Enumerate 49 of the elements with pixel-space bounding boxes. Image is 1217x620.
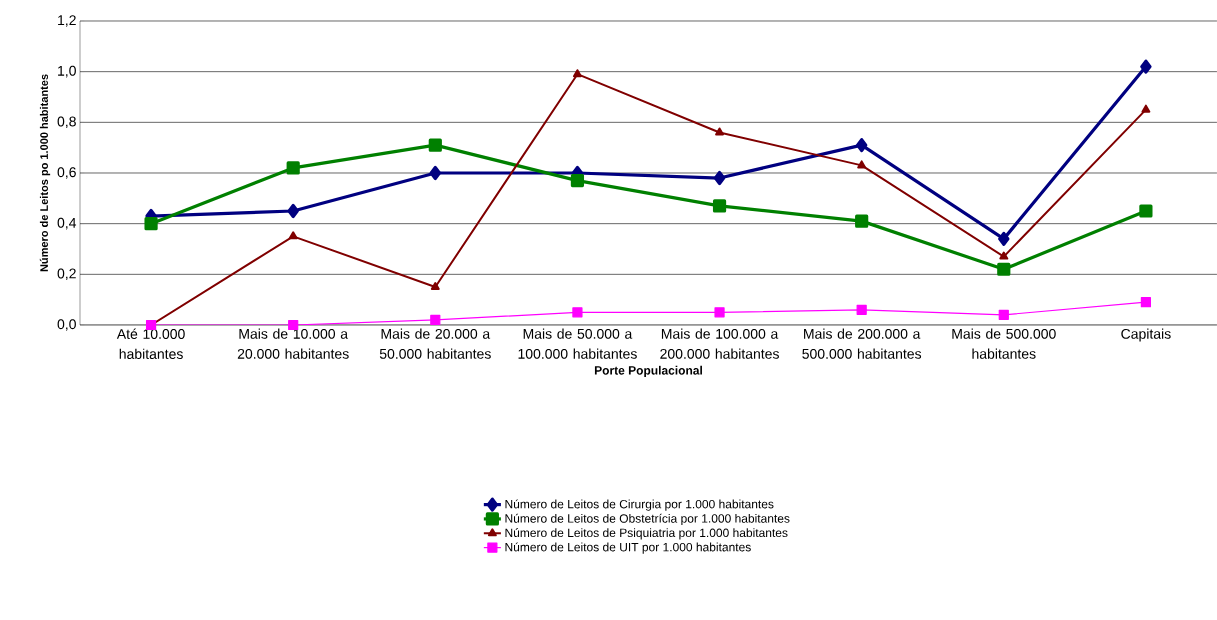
- point: [428, 138, 442, 152]
- point: [712, 199, 727, 213]
- legend-label: Número de Leitos de Obstetrícia por 1.000 habitantes: [505, 513, 790, 526]
- point: [1140, 297, 1152, 308]
- x-tick-label: Mais de 200.000 a 500.000 habitantes: [802, 328, 922, 359]
- y-axis-title: Número de Leitos po 1.000 habitantes: [39, 74, 51, 272]
- x-tick-label: Mais de 100.000 a 200.000 habitantes: [660, 328, 779, 359]
- x-tick-label: Até 10.000 habitantes: [116, 328, 185, 359]
- point: [1139, 204, 1153, 218]
- legend-label: Número de Leitos de Cirurgia por 1.000 habitantes: [505, 499, 774, 511]
- y-tick-label: 0,2: [57, 268, 76, 281]
- point: [855, 214, 869, 228]
- legend-label: Número de Leitos de Psiquiatria por 1.000 habitantes: [505, 528, 788, 540]
- x-tick-label: Mais de 10.000 a 20.000 habitantes: [237, 328, 349, 359]
- point: [998, 309, 1009, 320]
- x-tick-label: Mais de 50.000 a 100.000 habitantes: [518, 328, 637, 359]
- point: [144, 217, 158, 231]
- point: [998, 231, 1010, 246]
- point: [429, 165, 442, 181]
- point: [430, 281, 440, 290]
- point: [288, 319, 299, 331]
- point: [999, 251, 1009, 260]
- y-tick-label: 1,0: [58, 65, 76, 78]
- y-tick-label: 1,2: [58, 15, 76, 27]
- point: [286, 161, 300, 175]
- y-tick-label: 0,6: [57, 167, 76, 179]
- y-tick-label: 0,8: [57, 116, 76, 129]
- point: [855, 138, 868, 153]
- x-tick-label: Capitais: [1121, 328, 1171, 342]
- legend-label: Número de Leitos de UIT por 1.000 habitantes: [505, 542, 751, 554]
- x-tick-label: Mais de 500.000 habitantes: [952, 328, 1056, 359]
- point: [572, 307, 583, 318]
- point: [997, 262, 1011, 276]
- point: [713, 170, 726, 186]
- x-tick-label: Mais de 20.000 a 50.000 habitantes: [379, 328, 491, 359]
- point: [1141, 104, 1151, 113]
- point: [856, 304, 867, 315]
- point: [857, 160, 867, 169]
- x-axis-title: Porte Populacional: [594, 365, 702, 378]
- point: [715, 127, 725, 136]
- point: [572, 69, 582, 78]
- point: [287, 203, 299, 219]
- point: [430, 314, 441, 326]
- point: [288, 231, 298, 240]
- point: [1140, 59, 1152, 74]
- y-tick-label: 0,4: [57, 217, 77, 230]
- point: [714, 307, 725, 318]
- y-tick-label: 0,0: [57, 319, 76, 331]
- point: [570, 173, 585, 188]
